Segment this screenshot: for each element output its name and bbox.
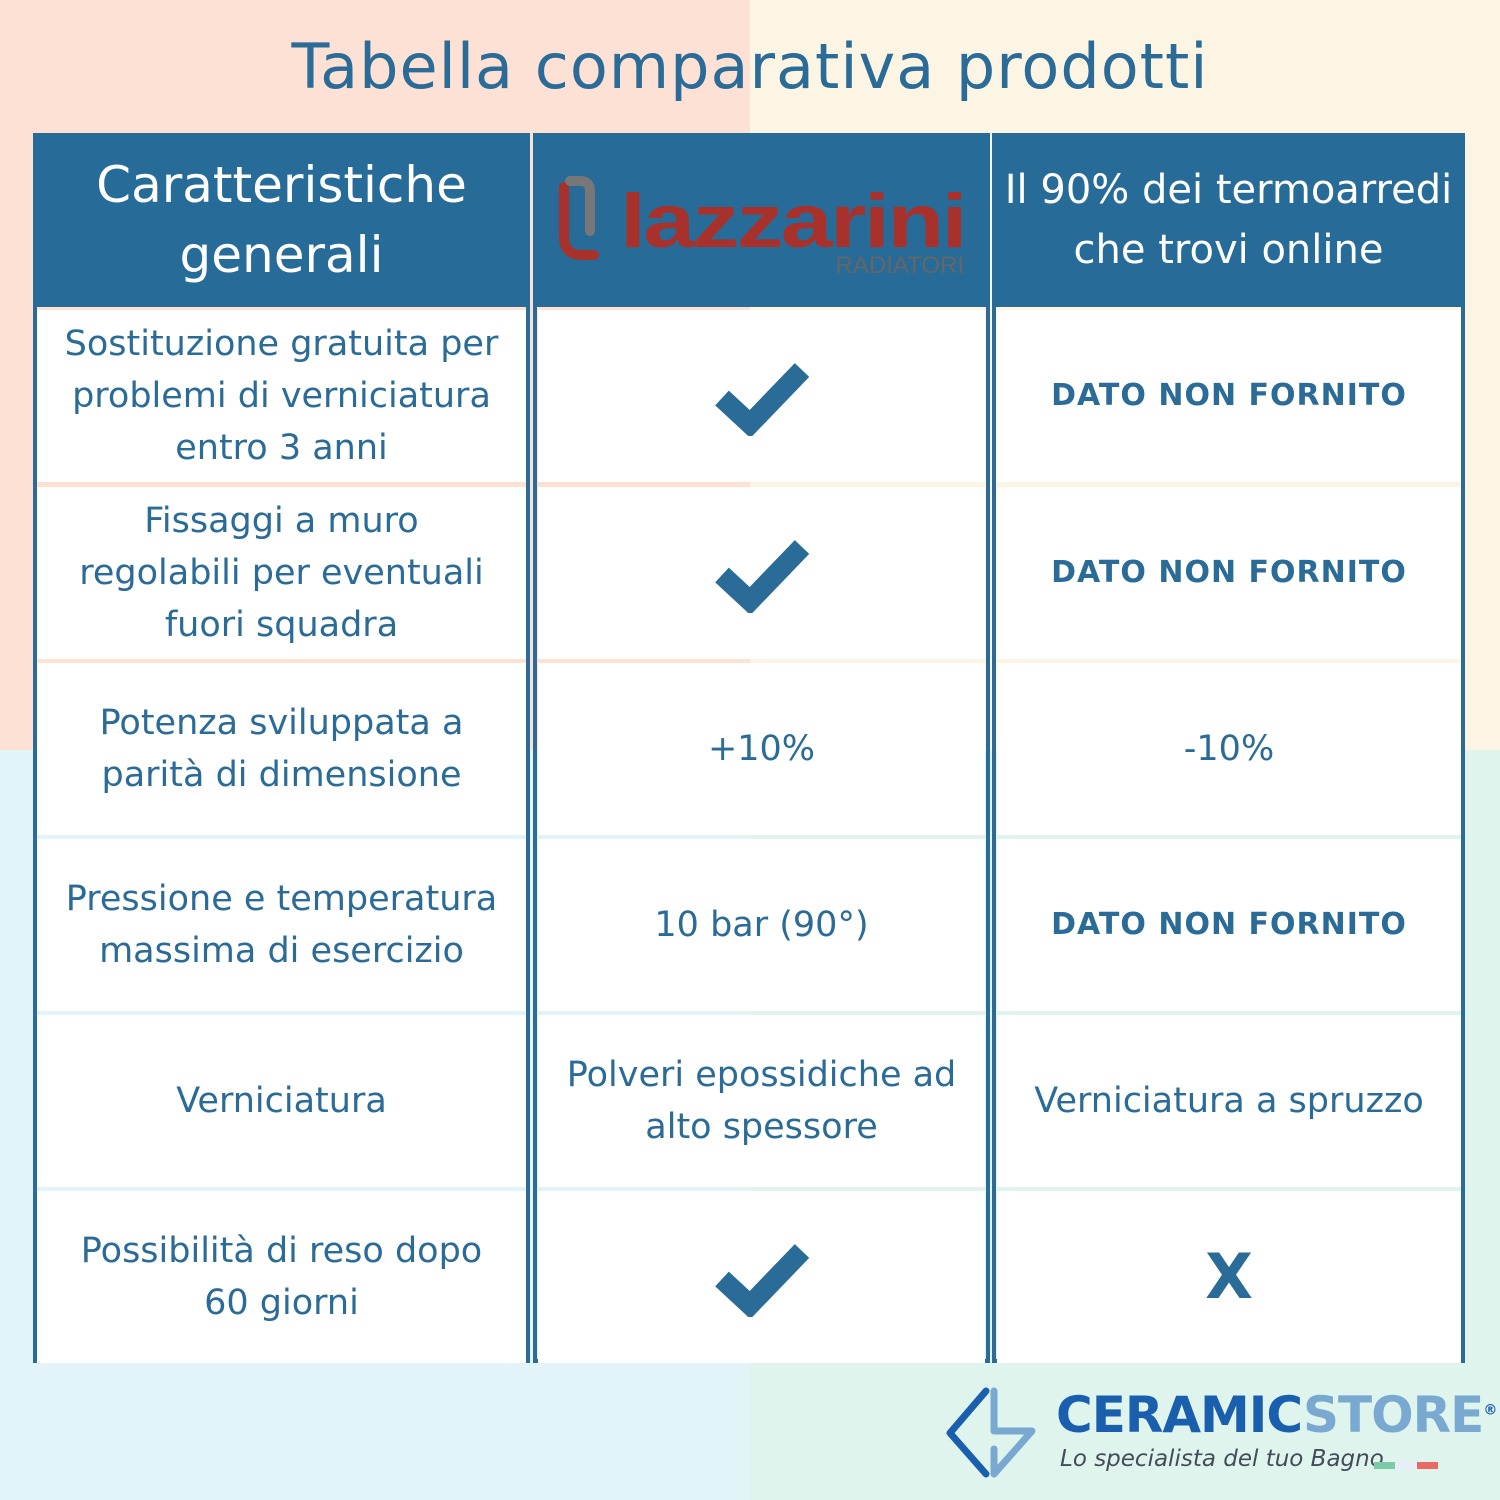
table-cell-lazzarini: Polveri epossidiche ad alto spessore — [538, 1015, 985, 1187]
table-cell-others: DATO NON FORNITO — [997, 310, 1461, 482]
table-cell-feature: Possibilità di reso dopo 60 giorni — [37, 1191, 526, 1363]
table-cell-feature: Potenza sviluppata a parità di dimension… — [37, 663, 526, 835]
check-icon — [714, 540, 809, 613]
svg-text:RADIATORI: RADIATORI — [835, 252, 963, 275]
cell-text: DATO NON FORNITO — [1051, 907, 1407, 942]
cell-text: Potenza sviluppata a parità di dimension… — [99, 703, 464, 795]
cell-text: DATO NON FORNITO — [1051, 378, 1407, 413]
header-features: Caratteristiche generali — [33, 133, 530, 307]
table-cell-lazzarini — [538, 310, 985, 482]
italian-flag-icon — [1374, 1462, 1438, 1469]
lazzarini-logo: lazzarini RADIATORI — [558, 176, 967, 275]
page-title: Tabella comparativa prodotti — [291, 30, 1209, 103]
check-icon — [714, 363, 809, 436]
cell-text: DATO NON FORNITO — [1051, 555, 1407, 590]
header-lazzarini-logo: lazzarini RADIATORI — [533, 133, 990, 307]
cell-text: Sostituzione gratuita per problemi di ve… — [64, 324, 499, 468]
table-cell-feature: Pressione e temperatura massima di eserc… — [37, 839, 526, 1011]
table-cell-feature: Sostituzione gratuita per problemi di ve… — [37, 310, 526, 482]
table-cell-lazzarini — [538, 1191, 985, 1363]
logo-tagline: Lo specialista del tuo Bagno — [1060, 1446, 1384, 1472]
table-cell-lazzarini: 10 bar (90°) — [538, 839, 985, 1011]
header-others: Il 90% dei termoarredi che trovi online — [992, 133, 1465, 307]
x-icon: X — [1205, 1240, 1253, 1313]
table-cell-others: -10% — [997, 663, 1461, 835]
cell-text: Pressione e temperatura massima di eserc… — [65, 879, 498, 971]
cell-text: +10% — [707, 729, 816, 769]
table-cell-lazzarini — [538, 487, 985, 659]
table-cell-others: X — [997, 1191, 1461, 1363]
cell-text: Verniciatura a spruzzo — [1034, 1081, 1424, 1121]
ceramicstore-mark-icon — [946, 1387, 1036, 1478]
logo-name-b: STORE — [1303, 1386, 1484, 1444]
check-icon — [714, 1244, 809, 1317]
cell-text: Possibilità di reso dopo 60 giorni — [80, 1231, 483, 1323]
svg-text:lazzarini: lazzarini — [620, 179, 965, 264]
table-cell-others: Verniciatura a spruzzo — [997, 1015, 1461, 1187]
cell-text: -10% — [1183, 729, 1275, 769]
table-cell-lazzarini: +10% — [538, 663, 985, 835]
cell-text: Fissaggi a muro regolabili per eventuali… — [79, 501, 484, 645]
table-cell-others: DATO NON FORNITO — [997, 839, 1461, 1011]
logo-registered: ® — [1483, 1402, 1497, 1419]
cell-text: 10 bar (90°) — [654, 905, 869, 945]
cell-text: Verniciatura — [176, 1081, 387, 1121]
table-cell-feature: Verniciatura — [37, 1015, 526, 1187]
table-cell-others: DATO NON FORNITO — [997, 487, 1461, 659]
logo-name-a: CERAMIC — [1056, 1386, 1304, 1444]
ceramicstore-logo: CERAMICSTORE® Lo specialista del tuo Bag… — [944, 1386, 1497, 1481]
table-cell-feature: Fissaggi a muro regolabili per eventuali… — [37, 487, 526, 659]
cell-text: Polveri epossidiche ad alto spessore — [566, 1055, 957, 1147]
